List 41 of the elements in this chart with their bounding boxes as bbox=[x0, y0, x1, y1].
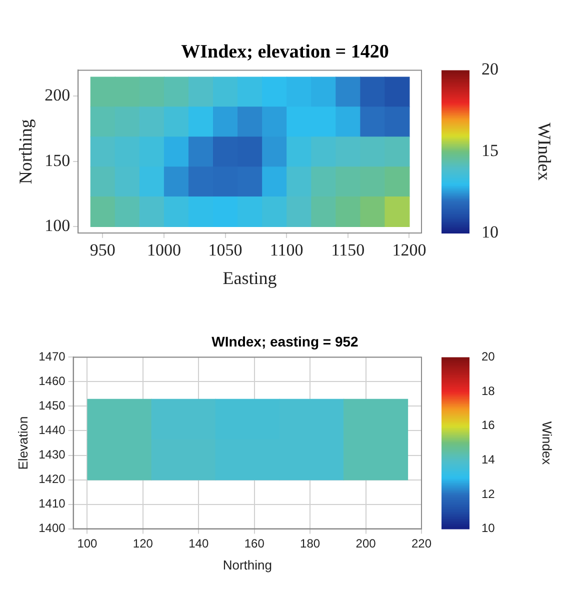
x-tick-label: 1200 bbox=[392, 240, 426, 260]
color-bar-label: 15 bbox=[482, 141, 498, 160]
color-bar-label: 12 bbox=[482, 486, 496, 501]
y-tick-label: 1450 bbox=[38, 398, 66, 413]
y-tick-label: 150 bbox=[44, 150, 70, 170]
color-bar-label: 10 bbox=[482, 521, 496, 536]
chart-title: WIndex; easting = 952 bbox=[212, 334, 359, 350]
y-tick-label: 1410 bbox=[38, 496, 66, 511]
color-bar-title: Windex bbox=[540, 421, 555, 466]
y-tick-label: 1420 bbox=[38, 472, 66, 486]
x-axis-title: Northing bbox=[222, 558, 272, 573]
x-tick-label: 950 bbox=[90, 240, 116, 260]
color-bar-label: 16 bbox=[482, 418, 496, 432]
y-tick-label: 1430 bbox=[38, 448, 66, 462]
x-tick-label: 120 bbox=[132, 536, 154, 550]
y-tick-label: 1400 bbox=[38, 521, 66, 536]
y-axis-title: Northing bbox=[16, 119, 36, 184]
x-tick-label: 1100 bbox=[270, 240, 304, 260]
color-bar-label: 14 bbox=[482, 452, 496, 466]
color-bar-label: 18 bbox=[482, 384, 496, 398]
color-bar-label: 20 bbox=[482, 60, 498, 79]
x-tick-label: 1000 bbox=[146, 240, 181, 260]
color-bar-label: 20 bbox=[482, 350, 496, 364]
y-tick-label: 100 bbox=[44, 216, 70, 235]
chart-title: WIndex; elevation = 1420 bbox=[181, 42, 389, 63]
color-bar-title: WIndex bbox=[534, 122, 554, 181]
x-tick-label: 140 bbox=[188, 536, 209, 550]
x-tick-label: 200 bbox=[356, 536, 376, 550]
x-tick-label: 180 bbox=[300, 536, 320, 550]
y-tick-label: 200 bbox=[44, 86, 70, 105]
x-tick-label: 1150 bbox=[331, 240, 365, 260]
x-axis-title: Easting bbox=[222, 268, 277, 288]
y-tick-label: 1470 bbox=[38, 350, 66, 364]
y-tick-label: 1440 bbox=[38, 423, 66, 438]
x-tick-label: 160 bbox=[244, 536, 265, 550]
y-axis-title: Elevation bbox=[15, 416, 30, 470]
x-tick-label: 220 bbox=[411, 536, 432, 550]
x-tick-label: 1050 bbox=[208, 240, 242, 260]
y-tick-label: 1460 bbox=[38, 374, 66, 388]
x-tick-label: 100 bbox=[77, 536, 98, 550]
color-bar-label: 10 bbox=[482, 222, 498, 242]
